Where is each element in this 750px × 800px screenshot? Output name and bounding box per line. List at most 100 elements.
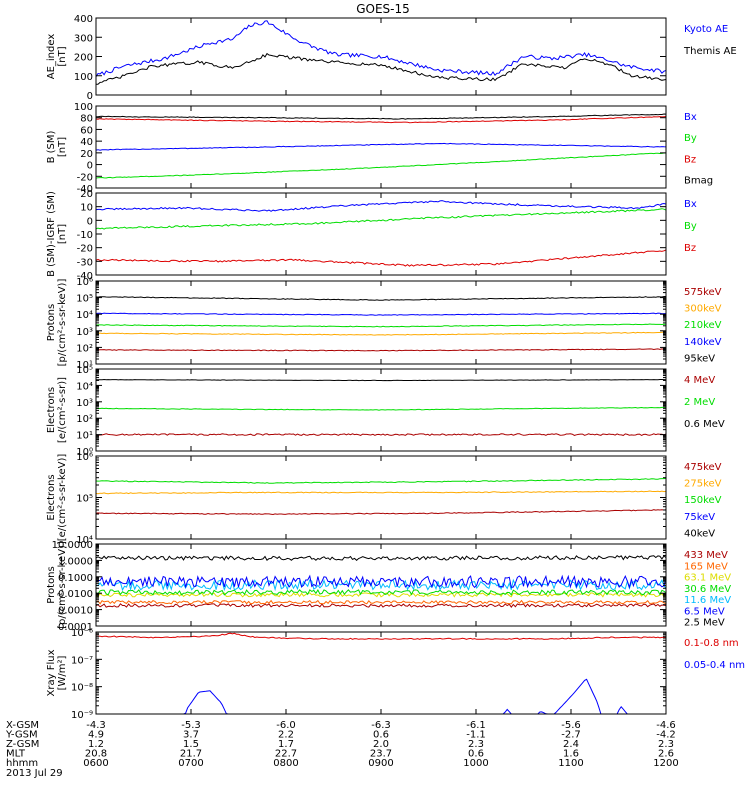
- series-line: [96, 249, 666, 267]
- x-axis-value: -5.3: [181, 720, 201, 731]
- x-axis-value: 20.8: [85, 749, 107, 760]
- x-axis-value: -4.3: [86, 720, 106, 731]
- legend-entry: Themis AE: [683, 46, 737, 57]
- y-tick-label: -30: [77, 257, 93, 268]
- x-axis-value: 23.7: [370, 749, 392, 760]
- y-tick-label: 40: [80, 137, 93, 148]
- legend-entry: Kyoto AE: [684, 24, 728, 35]
- panel-1: 0 100 200 300 400 AE_index[nT] Kyoto AE Themis …: [46, 14, 737, 102]
- y-tick-label: 100: [74, 72, 93, 83]
- legend-entry: 210keV: [684, 320, 722, 331]
- series-line: [96, 296, 666, 301]
- x-axis-row-label: X-GSM: [6, 720, 39, 731]
- legend-entry: 140keV: [684, 337, 722, 348]
- series-line: [96, 348, 666, 352]
- y-tick-label: 0: [87, 91, 93, 102]
- x-axis-value: 0800: [273, 758, 298, 769]
- y-tick-label: 0.0001: [58, 622, 93, 633]
- x-axis-value: 0600: [83, 758, 108, 769]
- y-tick-label: 10⁴: [76, 310, 93, 321]
- x-axis-value: -6.3: [371, 720, 391, 731]
- x-axis-value: 1000: [463, 758, 488, 769]
- y-tick-label: 80: [80, 114, 93, 125]
- legend-entry: By: [684, 221, 697, 232]
- y-tick-label: -40: [77, 271, 93, 282]
- x-axis-row-label: Y-GSM: [5, 730, 38, 741]
- y-tick-label: 100: [74, 102, 93, 113]
- series-line: [96, 490, 666, 495]
- series-line: [96, 20, 666, 78]
- legend-entry: 2.5 MeV: [684, 618, 725, 629]
- y-tick-label: 10⁴: [76, 381, 93, 392]
- x-axis-value: -1.1: [466, 730, 486, 741]
- series-line: [96, 454, 666, 455]
- panel-5: 10⁰ 10¹ 10² 10³ 10⁴ 10⁵ Electrons[e/(cm²-s-sr)…: [46, 365, 725, 458]
- y-tick-label: 10⁻⁸: [71, 683, 93, 694]
- y-tick-label: -40: [77, 184, 93, 195]
- series-line: [96, 331, 666, 336]
- y-tick-label: 1.0000: [58, 556, 93, 567]
- x-axis-value: -2.7: [561, 730, 581, 741]
- y-tick-label: 20: [80, 189, 93, 200]
- legend-entry: 475keV: [684, 462, 722, 473]
- legend-entry: By: [684, 133, 697, 144]
- legend-entry: Bmag: [684, 176, 713, 187]
- series-line: [96, 142, 666, 151]
- x-axis-value: 2.3: [468, 739, 484, 750]
- legend-entry: Bx: [684, 199, 697, 210]
- x-axis-value: 1.6: [563, 749, 579, 760]
- panel-3: -40 -30 -20 -10 0 10 20 B (SM)-IGRF (SM)[nT] Bx B…: [46, 189, 697, 282]
- panel-frame: [95, 631, 667, 715]
- y-tick-label: 10: [80, 203, 93, 214]
- x-axis-table: X-GSM -4.3 -5.3 -6.0 -6.3 -6.1 -5.6 -4.6 Y-GSM 4.…: [5, 720, 679, 779]
- series-line: [96, 591, 666, 598]
- series-line: [96, 52, 666, 85]
- x-axis-value: 4.9: [88, 730, 104, 741]
- series-line: [96, 113, 666, 120]
- x-axis-row-label: hhmm: [6, 758, 38, 769]
- y-tick-label: 60: [80, 125, 93, 136]
- y-tick-label: 400: [74, 14, 93, 25]
- legend-entry: 575keV: [684, 287, 722, 298]
- y-tick-label: -10: [77, 230, 93, 241]
- panel-frame: [95, 192, 667, 276]
- panel-6: 10⁴ 10⁵ 10⁶ Electrons[e/(cm²-s-sr-keV)] 475k…: [46, 452, 722, 546]
- y-tick-label: 10²: [76, 414, 93, 425]
- x-axis-value: 2.3: [658, 739, 674, 750]
- legend-entry: 6.5 MeV: [684, 606, 725, 617]
- legend-entry: 30.6 MeV: [684, 584, 731, 595]
- legend-entry: 165 MeV: [684, 561, 728, 572]
- legend-entry: 40keV: [684, 528, 715, 539]
- y-tick-label: 10⁵: [76, 494, 93, 505]
- panel-4: 10¹ 10² 10³ 10⁴ 10⁵ 10⁶ Protons[p/(cm²-s-sr-ke…: [46, 277, 722, 371]
- x-axis-value: 21.7: [180, 749, 202, 760]
- legend-entry: 4 MeV: [684, 375, 715, 386]
- x-axis-value: -5.6: [561, 720, 581, 731]
- series-line: [96, 152, 666, 179]
- y-tick-label: 10⁻⁷: [71, 655, 93, 666]
- series-line: [96, 378, 666, 382]
- y-tick-label: 10⁻⁶: [71, 628, 93, 639]
- y-axis-label: Electrons[e/(cm²-s-sr)]: [46, 377, 68, 443]
- x-axis-value: 0700: [178, 758, 203, 769]
- legend-entry: 2 MeV: [684, 397, 715, 408]
- y-tick-label: 10⁶: [76, 277, 93, 288]
- date-label: 2013 Jul 29: [6, 768, 63, 779]
- x-axis-value: 1200: [653, 758, 678, 769]
- y-tick-label: 20: [80, 149, 93, 160]
- series-line: [96, 603, 666, 608]
- series-line: [96, 323, 666, 328]
- figure-title: GOES-15: [356, 2, 410, 16]
- y-axis-label: B (SM)-IGRF (SM)[nT]: [46, 191, 68, 277]
- panel-frame: [95, 455, 667, 540]
- legend-entry: Bx: [684, 112, 697, 123]
- y-axis-label: AE_index[nT]: [46, 34, 68, 80]
- y-axis-label: Protons[p/(cm²-s-sr-keV)]: [46, 541, 68, 629]
- y-tick-label: 10⁶: [76, 452, 93, 463]
- legend-entry: 95keV: [684, 353, 715, 364]
- y-axis-label: Xray Flux[W/m²]: [46, 649, 68, 696]
- series-line: [96, 477, 666, 484]
